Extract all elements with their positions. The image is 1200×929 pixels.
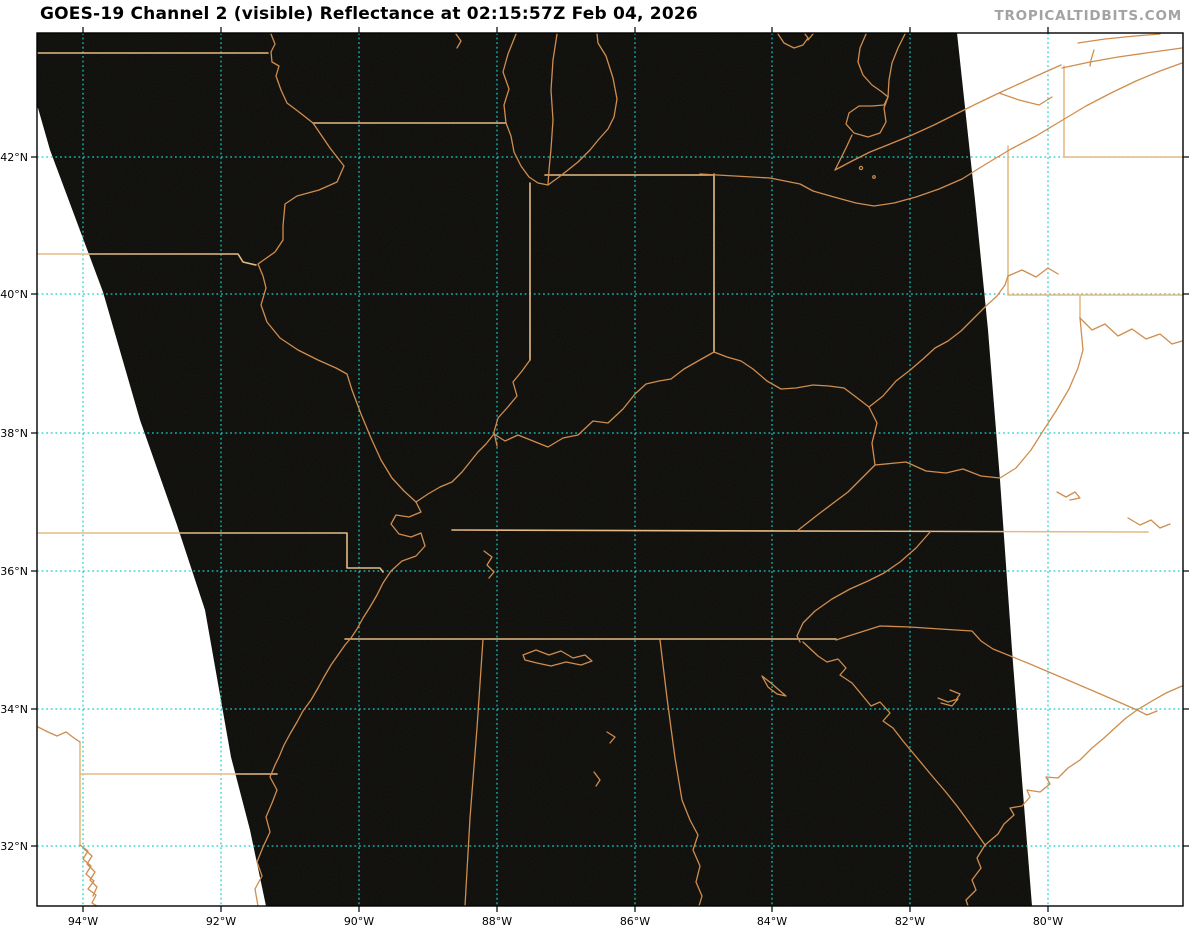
latitude-label: 32°N xyxy=(0,840,28,853)
scan-edge-left xyxy=(37,108,266,906)
latlon-grid xyxy=(37,33,1183,906)
border-mississippi-alabama xyxy=(464,638,484,906)
longitude-label: 82°W xyxy=(895,915,925,928)
rock-river-stub xyxy=(455,33,462,49)
lake-ontario-north-shore xyxy=(1077,33,1161,44)
lake-st-clair xyxy=(845,96,889,138)
southcarolina-coastline xyxy=(984,709,1138,846)
lake-huron-canada-shore xyxy=(887,33,906,98)
big-sandy-river xyxy=(868,406,878,466)
lake-murray xyxy=(937,697,959,707)
border-michigan-ohio xyxy=(699,173,814,192)
latitude-label: 40°N xyxy=(0,288,28,301)
smith-mountain-lake xyxy=(1056,491,1081,501)
longitude-label: 88°W xyxy=(482,915,512,928)
pittsburgh-rivers xyxy=(1007,267,1059,278)
lake-erie-south-shore xyxy=(812,62,1183,207)
michigan-thumb-shore xyxy=(857,33,889,98)
ohio-river xyxy=(415,275,1009,503)
border-kentucky-virginia xyxy=(796,464,876,532)
scan-edge-regions xyxy=(37,33,1183,906)
longitude-label: 84°W xyxy=(757,915,787,928)
axis-tick-labels: 42°N 40°N 38°N 36°N 34°N 32°N 94°W 92°W 90°W 88°W… xyxy=(0,151,1063,928)
longitude-label: 92°W xyxy=(206,915,236,928)
latitude-label: 36°N xyxy=(0,565,28,578)
border-virginia-westvirginia xyxy=(874,317,1084,479)
border-iowa-missouri xyxy=(37,253,257,266)
wabash-river xyxy=(493,359,531,447)
niagara-river xyxy=(1089,49,1095,67)
lake-michigan-west-shore xyxy=(502,33,549,186)
lake-michigan-state-line xyxy=(547,33,558,185)
saginaw-bay-shore xyxy=(777,33,814,49)
lake-michigan-east-shore xyxy=(547,33,618,186)
border-kentucky-tennessee-virginia-northcarolina xyxy=(451,529,1149,533)
lake-erie-north-shore xyxy=(834,64,1062,171)
mississippi-river xyxy=(254,33,426,906)
latitude-label: 38°N xyxy=(0,427,28,440)
northcarolina-coastline xyxy=(1136,685,1183,716)
lake-marion xyxy=(949,689,961,701)
potomac-river xyxy=(1079,317,1183,345)
lake-erie-island xyxy=(872,175,876,179)
lake-erie-island xyxy=(858,165,864,171)
red-river xyxy=(37,726,81,743)
border-northcarolina-tennessee xyxy=(796,530,932,643)
latitude-label: 42°N xyxy=(0,151,28,164)
kerr-lake xyxy=(1127,517,1171,529)
reelfoot-lake xyxy=(483,550,495,579)
pickwick-lake xyxy=(522,649,593,667)
border-missouri-arkansas xyxy=(37,532,384,573)
detroit-river xyxy=(834,134,853,171)
site-watermark: TROPICALTIDBITS.COM xyxy=(994,8,1182,24)
longitude-label: 80°W xyxy=(1033,915,1063,928)
georgia-coastline xyxy=(965,844,986,906)
state-boundaries xyxy=(37,33,1183,906)
savannah-river-border xyxy=(802,641,986,846)
longitude-label: 86°W xyxy=(620,915,650,928)
longitude-label: 94°W xyxy=(68,915,98,928)
border-alabama-georgia xyxy=(659,639,703,906)
scan-edge-right xyxy=(957,33,1183,906)
lake-ontario-south-shore xyxy=(1061,47,1183,69)
small-lake xyxy=(593,731,616,787)
toledo-bend-reservoir xyxy=(79,844,98,906)
plot-frame xyxy=(36,32,1184,907)
longitude-label: 90°W xyxy=(344,915,374,928)
latitude-label: 34°N xyxy=(0,703,28,716)
axis-ticks xyxy=(31,27,1189,912)
page-title: GOES-19 Channel 2 (visible) Reflectance … xyxy=(40,4,698,24)
border-northcarolina-southcarolina xyxy=(835,625,1138,711)
guntersville-lake xyxy=(761,675,787,697)
